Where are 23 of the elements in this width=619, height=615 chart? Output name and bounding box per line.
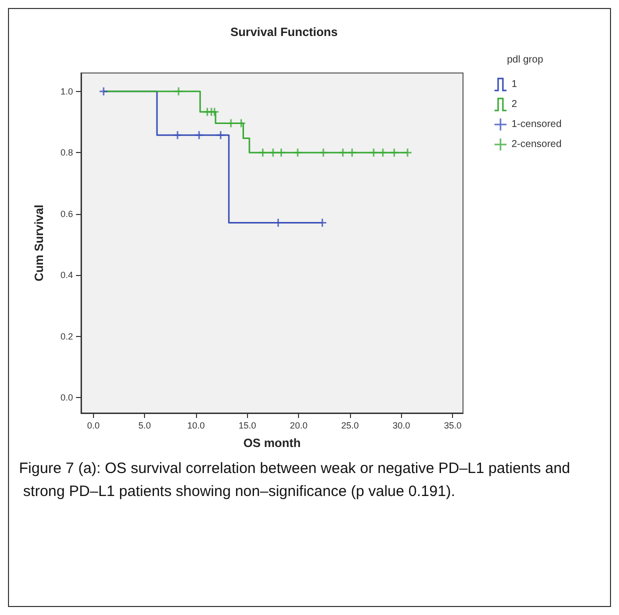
- y-axis-title: Cum Survival: [32, 204, 46, 282]
- y-tick-label: 0.8: [60, 148, 73, 158]
- legend-label: 1: [512, 79, 518, 90]
- y-tick-label: 0.2: [60, 331, 73, 342]
- legend-title: pdl grop: [507, 54, 544, 66]
- y-tick-label: 0.6: [60, 208, 73, 219]
- x-tick-label: 25.0: [341, 420, 359, 430]
- legend-label: 1-censored: [512, 119, 562, 130]
- x-tick-label: 20.0: [290, 420, 308, 430]
- y-tick-label: 1.0: [60, 86, 73, 96]
- x-tick-label: 35.0: [444, 420, 462, 430]
- x-axis-title: OS month: [243, 436, 301, 450]
- legend-label: 2-censored: [512, 139, 562, 150]
- x-tick-label: 15.0: [238, 420, 256, 430]
- x-tick-label: 0.0: [87, 420, 100, 430]
- legend-label: 2: [512, 99, 518, 110]
- y-tick-label: 0.4: [60, 270, 73, 280]
- y-tick-label: 0.0: [60, 392, 73, 403]
- chart-title: Survival Functions: [230, 25, 338, 39]
- caption: Figure 7 (a): OS survival correlation between weak or negative PD–L1 patients and strong PD–L1 patients showing non–significance (p value 0.191).: [19, 460, 570, 500]
- x-tick-label: 30.0: [392, 420, 410, 430]
- x-tick-label: 5.0: [138, 420, 151, 430]
- x-tick-label: 10.0: [187, 420, 205, 430]
